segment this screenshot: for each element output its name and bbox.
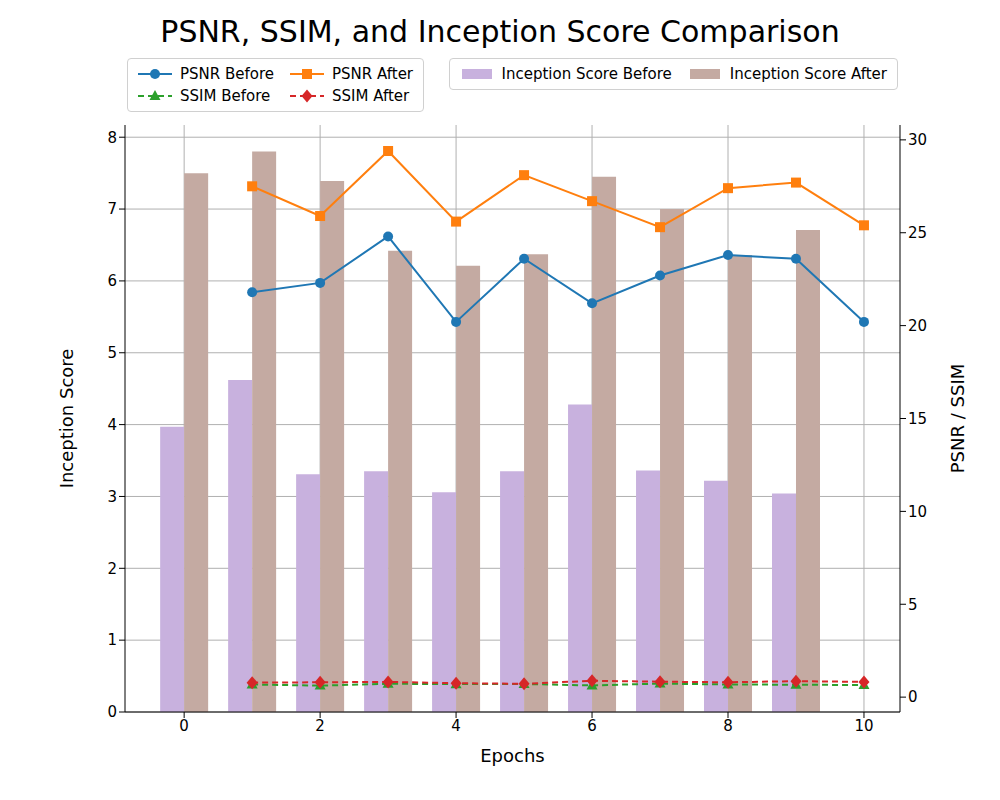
html-text:SSIM After: SSIM After	[332, 87, 410, 105]
svg-text:10: 10	[854, 717, 873, 735]
svg-text:15: 15	[908, 410, 927, 428]
svg-text:Epochs: Epochs	[480, 745, 545, 766]
svg-text:30: 30	[908, 131, 927, 149]
svg-text:20: 20	[908, 317, 927, 335]
svg-text:8: 8	[107, 129, 117, 147]
svg-text:5: 5	[908, 596, 918, 614]
svg-text:0: 0	[908, 688, 918, 706]
svg-text:PSNR / SSIM: PSNR / SSIM	[947, 364, 968, 473]
html-text:PSNR After: PSNR After	[332, 65, 413, 83]
svg-text:8: 8	[723, 717, 733, 735]
html-text:Inception Score Before: Inception Score Before	[501, 65, 672, 83]
svg-text:0: 0	[179, 717, 189, 735]
html-text:SSIM Before: SSIM Before	[180, 87, 271, 105]
svg-text:Inception Score: Inception Score	[56, 349, 77, 489]
svg-text:2: 2	[107, 560, 117, 578]
html-text:PSNR, SSIM, and Inception Scor: PSNR, SSIM, and Inception Score Comparis…	[160, 14, 840, 49]
svg-text:1: 1	[107, 631, 117, 649]
svg-text:4: 4	[107, 416, 117, 434]
svg-text:2: 2	[315, 717, 325, 735]
svg-text:6: 6	[587, 717, 597, 735]
html-text:PSNR Before: PSNR Before	[180, 65, 274, 83]
svg-text:7: 7	[107, 200, 117, 218]
svg-text:5: 5	[107, 344, 117, 362]
html-text:Inception Score After: Inception Score After	[729, 65, 887, 83]
svg-text:4: 4	[451, 717, 461, 735]
svg-text:0: 0	[107, 703, 117, 721]
svg-text:25: 25	[908, 224, 927, 242]
svg-text:3: 3	[107, 488, 117, 506]
svg-text:6: 6	[107, 272, 117, 290]
svg-text:10: 10	[908, 503, 927, 521]
